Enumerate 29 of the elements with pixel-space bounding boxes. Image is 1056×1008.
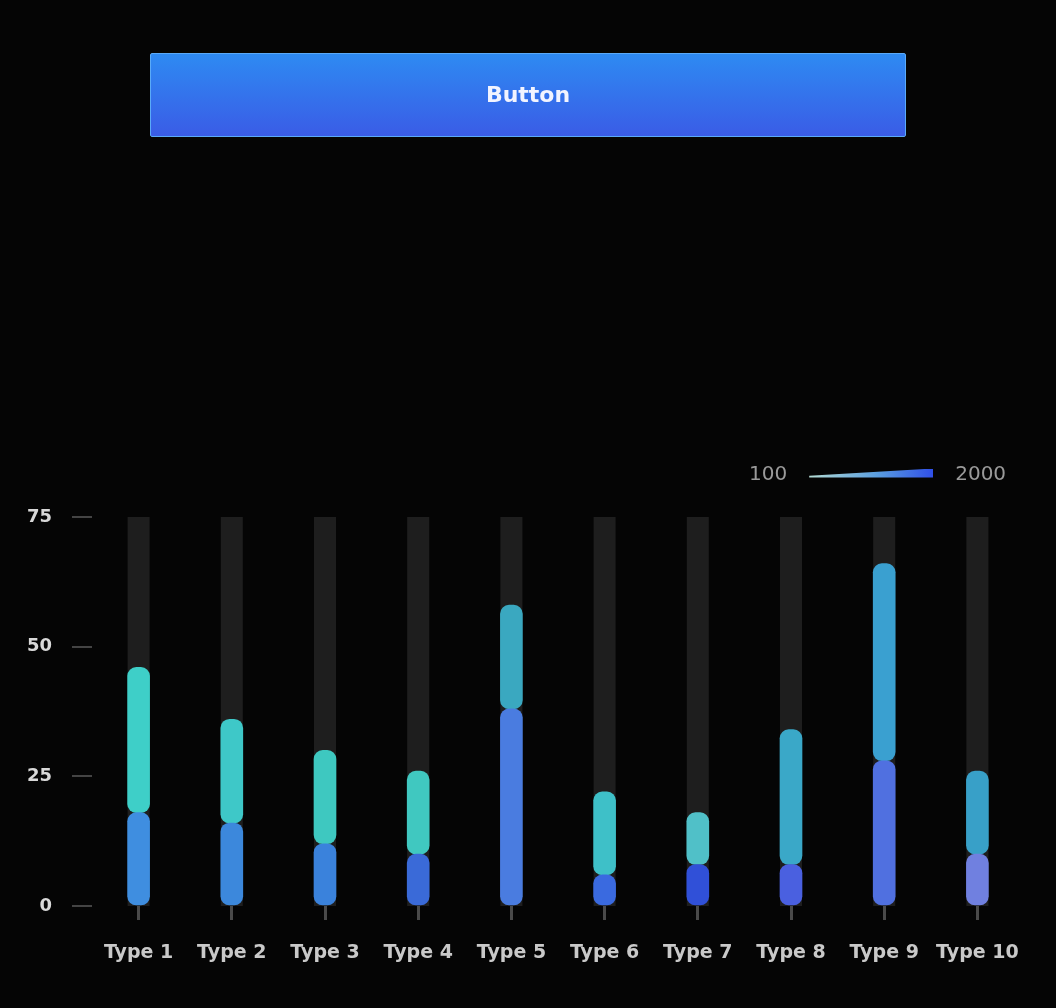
bar <box>220 718 244 824</box>
y-tick-label: 50 <box>26 634 52 656</box>
x-tick-label: Type 5 <box>476 940 547 963</box>
text: 100 <box>749 461 788 485</box>
x-tick-label: Type 1 <box>103 940 174 963</box>
bar <box>220 822 244 906</box>
x-tick-label: Type 2 <box>197 940 267 963</box>
bar <box>686 812 710 865</box>
bar <box>406 770 430 855</box>
y-tick-label: 25 <box>26 764 52 786</box>
x-tick-label: Type 3 <box>290 940 360 963</box>
bar <box>966 770 989 855</box>
y-tick-label: 0 <box>39 893 52 915</box>
bar <box>593 791 616 876</box>
x-tick-label: Type 8 <box>756 940 826 963</box>
bar <box>313 843 337 906</box>
x-tick-label: Type 9 <box>849 940 919 963</box>
text: 2000 <box>955 461 1007 485</box>
bar <box>127 812 150 906</box>
button: Button <box>150 53 906 137</box>
bar <box>313 750 337 845</box>
y-tick-label: 75 <box>26 504 52 526</box>
x-tick-label: Type 7 <box>663 940 733 963</box>
bar <box>966 853 989 906</box>
bar <box>500 604 523 710</box>
x-tick-label: Type 6 <box>569 940 640 963</box>
x-tick-label: Type 10 <box>936 940 1019 963</box>
bar <box>406 853 430 906</box>
x-tick-label: Type 4 <box>383 940 453 963</box>
